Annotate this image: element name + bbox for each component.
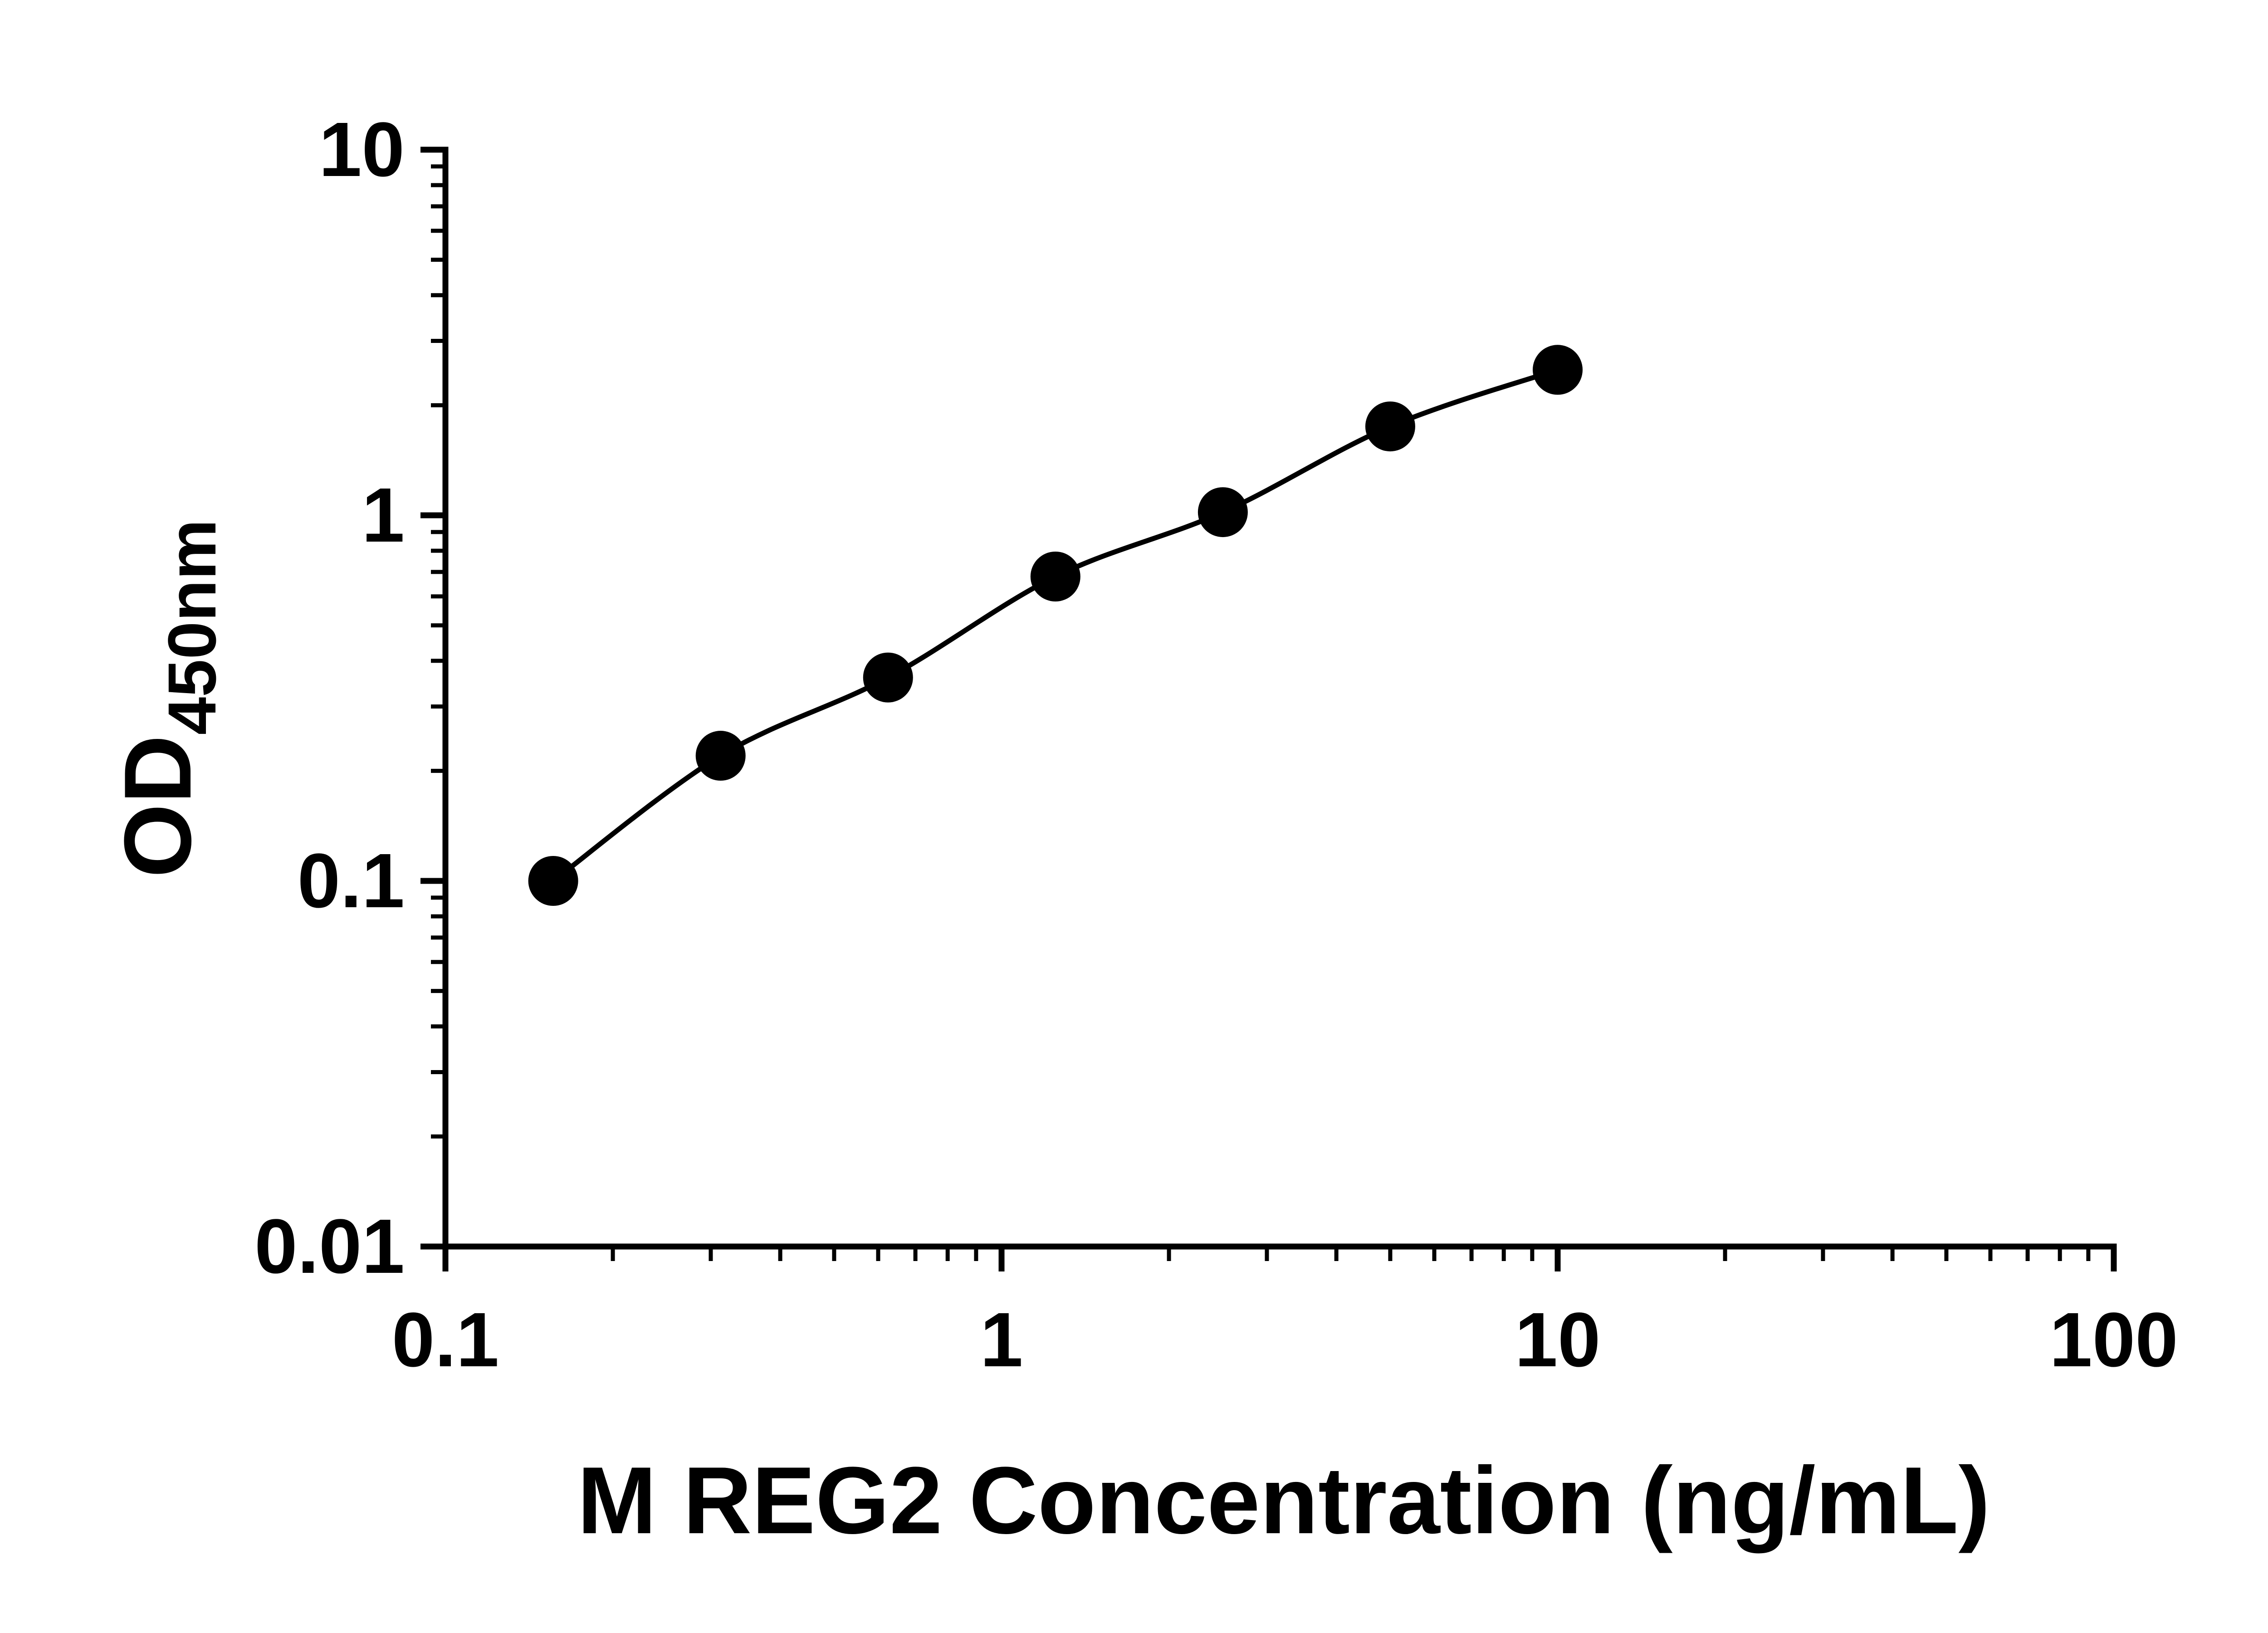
x-tick-label: 100 bbox=[2049, 1297, 2178, 1383]
y-axis-title-main: OD bbox=[104, 735, 211, 878]
x-tick-label: 1 bbox=[980, 1297, 1023, 1383]
y-axis-title-sub: 450nm bbox=[154, 519, 230, 735]
data-point bbox=[1030, 551, 1080, 601]
data-point bbox=[528, 856, 578, 906]
data-point bbox=[1533, 345, 1583, 395]
y-axis-title: OD450nm bbox=[104, 519, 230, 878]
data-point bbox=[1198, 487, 1248, 538]
x-tick-label: 0.1 bbox=[392, 1297, 499, 1383]
data-point bbox=[1365, 401, 1415, 452]
x-axis-title: M REG2 Concentration (ng/mL) bbox=[577, 1447, 1990, 1554]
y-tick-label: 1 bbox=[362, 472, 405, 558]
fit-curve bbox=[551, 367, 1560, 884]
data-point bbox=[695, 731, 746, 781]
axis-spine bbox=[442, 147, 2117, 1250]
y-tick-label: 0.1 bbox=[298, 838, 405, 924]
x-tick-label: 10 bbox=[1515, 1297, 1600, 1383]
y-tick-label: 0.01 bbox=[254, 1203, 405, 1290]
y-tick-label: 10 bbox=[319, 107, 405, 193]
data-point bbox=[863, 652, 913, 703]
